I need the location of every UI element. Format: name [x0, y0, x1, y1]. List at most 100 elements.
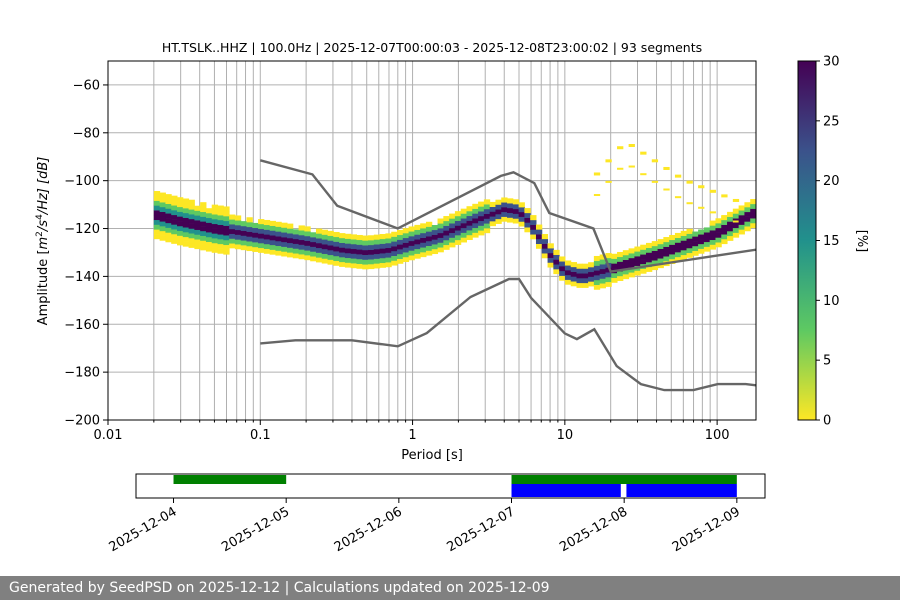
- density-cell: [350, 263, 357, 269]
- density-cell: [350, 258, 357, 264]
- density-cell: [391, 231, 398, 237]
- density-cell: [495, 199, 502, 205]
- timeline-tick-label: 2025-12-04: [107, 504, 180, 555]
- density-cell: [391, 236, 398, 242]
- density-cell: [478, 201, 485, 207]
- density-cell: [449, 237, 456, 243]
- density-cell: [599, 268, 606, 274]
- density-cell: [275, 250, 282, 256]
- density-cell: [541, 248, 549, 254]
- density-cell: [194, 239, 201, 245]
- density-cell: [709, 220, 716, 226]
- density-cell: [501, 197, 508, 203]
- density-cell: [478, 206, 485, 212]
- density-cell: [483, 223, 491, 229]
- density-cell: [217, 219, 224, 225]
- density-cell: [223, 216, 230, 222]
- density-cell: [408, 231, 415, 237]
- density-cell: [605, 253, 612, 259]
- density-cell: [518, 202, 525, 208]
- y-tick-label: −100: [64, 174, 100, 189]
- density-cell: [234, 239, 242, 245]
- density-cell: [339, 247, 346, 253]
- density-cell: [252, 227, 259, 233]
- x-tick-label: 0.01: [94, 428, 123, 443]
- density-cell: [715, 237, 722, 243]
- density-cell: [310, 241, 317, 247]
- density-cell: [217, 210, 224, 216]
- timeline-bars: [173, 475, 737, 497]
- density-cell: [275, 236, 282, 242]
- density-cell: [385, 238, 392, 244]
- density-cell: [292, 243, 300, 249]
- density-cell: [576, 268, 583, 274]
- density-cell: [495, 209, 502, 215]
- density-cell: [200, 202, 207, 208]
- density-cell: [391, 250, 398, 256]
- density-cell: [425, 250, 433, 256]
- density-cell: [153, 191, 161, 197]
- density-cell: [182, 208, 190, 214]
- density-cell: [281, 237, 288, 243]
- timeline-ticks: 2025-12-04 2025-12-05 2025-12-06 2025-12-07…: [107, 498, 743, 555]
- data-available-bar: [173, 475, 287, 484]
- density-cell: [599, 264, 606, 270]
- density-cell: [258, 219, 265, 225]
- density-cell: [727, 221, 734, 227]
- density-cell: [692, 250, 699, 256]
- density-cell: [194, 224, 201, 230]
- density-cell: [165, 203, 172, 209]
- density-cell: [177, 230, 184, 236]
- density-cell: [292, 238, 300, 244]
- density-cell: [489, 216, 496, 222]
- density-cell: [750, 208, 756, 214]
- density-cell: [240, 240, 247, 246]
- density-cell: [159, 216, 166, 222]
- density-outlier: [721, 215, 728, 218]
- density-cell: [391, 260, 398, 266]
- density-cell: [304, 231, 311, 237]
- density-cell: [483, 208, 491, 215]
- density-cell: [622, 254, 630, 261]
- density-cell: [275, 231, 282, 237]
- density-cell: [368, 244, 375, 250]
- density-cell: [501, 216, 508, 222]
- density-cell: [211, 238, 219, 244]
- y-label-suffix: /Hz] [dB]: [36, 157, 51, 216]
- density-cell: [744, 216, 751, 222]
- density-cell: [657, 239, 664, 245]
- density-cell: [634, 256, 641, 262]
- density-outlier: [628, 165, 635, 168]
- density-cell: [182, 241, 190, 247]
- density-cell: [466, 230, 473, 236]
- density-cell: [188, 228, 195, 234]
- density-cell: [420, 232, 427, 238]
- density-cell: [252, 242, 259, 248]
- density-cell: [281, 241, 288, 247]
- density-cell: [402, 233, 410, 239]
- density-cell: [177, 211, 184, 217]
- density-cell: [327, 259, 334, 265]
- density-cell: [269, 235, 276, 241]
- density-cell: [362, 254, 369, 260]
- density-cell: [269, 230, 276, 236]
- density-cell: [298, 239, 305, 245]
- density-cell: [258, 247, 265, 253]
- density-cell: [512, 204, 520, 210]
- density-cell: [570, 281, 578, 287]
- density-cell: [287, 228, 294, 234]
- density-cell: [159, 226, 166, 232]
- density-cell: [287, 223, 294, 229]
- density-cell: [188, 199, 195, 205]
- plot-frame: [107, 60, 757, 421]
- density-cell: [327, 230, 334, 236]
- density-cell: [425, 245, 433, 251]
- density-cell: [171, 233, 178, 240]
- density-cell: [721, 219, 728, 225]
- density-cell: [611, 258, 618, 264]
- density-cell: [379, 248, 386, 254]
- density-cell: [512, 208, 520, 214]
- colorbar-tick-label: 20: [823, 174, 840, 189]
- density-cell: [292, 253, 300, 259]
- density-cell: [414, 244, 421, 250]
